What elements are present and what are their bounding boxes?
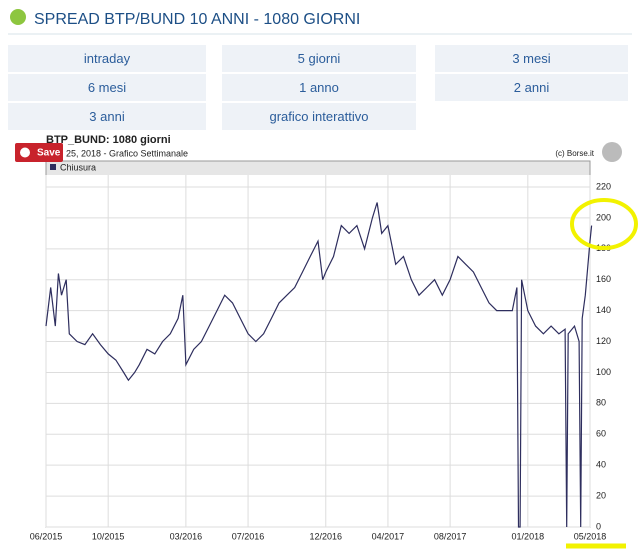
plot-frame xyxy=(45,160,591,528)
x-tick-label: 05/2018 xyxy=(574,531,607,541)
x-tick-label: 01/2018 xyxy=(512,531,545,541)
y-tick-label: 100 xyxy=(596,367,611,377)
save-icon xyxy=(20,147,30,158)
legend-bar xyxy=(46,161,590,175)
range-button[interactable]: 6 mesi xyxy=(8,74,206,101)
y-tick-label: 0 xyxy=(596,521,601,531)
y-tick-label: 20 xyxy=(596,490,606,500)
line xyxy=(45,202,593,528)
chart-subtitle: 25, 2018 - Grafico Settimanale xyxy=(66,148,188,158)
chart-title: BTP_BUND: 1080 giorni xyxy=(46,134,171,146)
legend-swatch xyxy=(50,164,56,170)
x-tick-label: 06/2015 xyxy=(30,531,63,541)
page-title: SPREAD BTP/BUND 10 ANNI - 1080 GIORNI xyxy=(34,11,360,28)
range-button[interactable]: 3 mesi xyxy=(435,45,628,72)
x-tick-label: 10/2015 xyxy=(92,531,125,541)
logo xyxy=(10,9,26,25)
range-button[interactable]: 3 anni xyxy=(8,103,206,130)
legend-label: Chiusura xyxy=(60,162,96,172)
x-tick-label: 08/2017 xyxy=(434,531,467,541)
y-tick-label: 160 xyxy=(596,274,611,284)
range-button[interactable]: 5 giorni xyxy=(222,45,416,72)
x-tick-label: 03/2016 xyxy=(170,531,203,541)
y-tick-label: 140 xyxy=(596,305,611,315)
x-tick-label: 12/2016 xyxy=(309,531,342,541)
zoom-icon[interactable] xyxy=(602,142,622,162)
y-tick-label: 40 xyxy=(596,460,606,470)
highlight-circle xyxy=(570,198,638,250)
save-label[interactable]: Save xyxy=(37,148,61,159)
y-tick-label: 220 xyxy=(596,181,611,191)
y-tick-label: 80 xyxy=(596,398,606,408)
y-tick-label: 120 xyxy=(596,336,611,346)
x-tick-label: 07/2016 xyxy=(232,531,265,541)
y-tick-label: 200 xyxy=(596,212,611,222)
y-tick-label: 60 xyxy=(596,429,606,439)
range-button[interactable]: grafico interattivo xyxy=(222,103,416,130)
range-button[interactable]: 2 anni xyxy=(435,74,628,101)
chart-source: (c) Borse.it xyxy=(555,149,594,158)
range-button[interactable]: intraday xyxy=(8,45,206,72)
range-button[interactable]: 1 anno xyxy=(222,74,416,101)
x-tick-label: 04/2017 xyxy=(372,531,405,541)
save-button[interactable] xyxy=(15,143,63,162)
